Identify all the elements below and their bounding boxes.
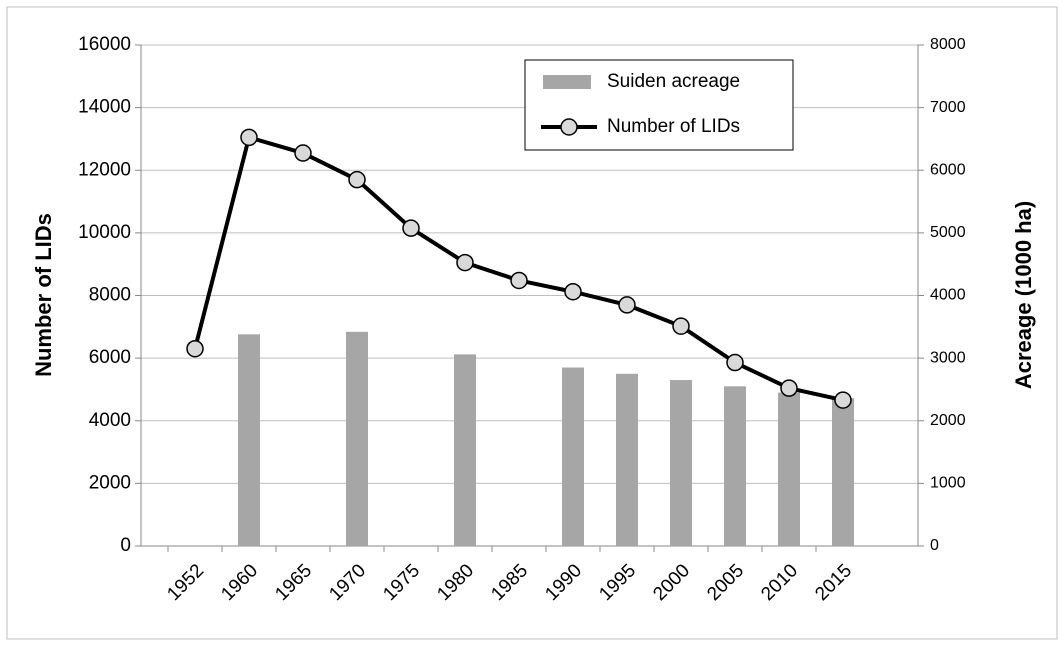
marker xyxy=(834,391,852,409)
marker xyxy=(456,253,474,272)
y-tick-label: 12000 xyxy=(78,159,131,180)
bar xyxy=(778,392,800,546)
marker xyxy=(402,219,420,237)
y-tick-label: 16000 xyxy=(78,34,131,55)
y2-tick-label: 4000 xyxy=(930,287,966,304)
y2-tick-label: 5000 xyxy=(930,224,966,241)
y-tick-label: 0 xyxy=(120,535,131,556)
y-tick-label: 6000 xyxy=(89,347,131,368)
y-tick-label: 10000 xyxy=(78,222,131,243)
marker xyxy=(618,296,636,314)
y-tick-label: 8000 xyxy=(89,285,131,306)
marker xyxy=(780,379,798,397)
bar xyxy=(616,373,638,546)
marker xyxy=(564,282,582,301)
y2-tick-label: 7000 xyxy=(930,99,966,116)
legend-label: Number of LIDs xyxy=(607,116,740,137)
marker xyxy=(348,170,366,189)
legend-marker xyxy=(560,118,578,136)
marker xyxy=(726,353,744,372)
marker xyxy=(510,271,528,290)
marker xyxy=(672,317,690,335)
y2-tick-label: 0 xyxy=(930,537,939,554)
y2-tick-label: 1000 xyxy=(930,475,966,492)
bar xyxy=(832,398,854,546)
bar xyxy=(238,334,260,546)
marker xyxy=(294,144,312,162)
bar xyxy=(670,380,692,546)
y-tick-label: 2000 xyxy=(89,472,131,493)
legend-swatch xyxy=(543,75,591,89)
bar xyxy=(724,386,746,546)
marker xyxy=(240,128,258,147)
y2-tick-label: 8000 xyxy=(930,36,966,53)
y2-axis-label: Acreage (1000 ha) xyxy=(1011,201,1036,389)
y-axis-label: Number of LIDs xyxy=(31,213,56,377)
marker xyxy=(186,339,204,358)
bar xyxy=(562,367,584,546)
y2-tick-label: 6000 xyxy=(930,161,966,178)
y-tick-label: 4000 xyxy=(89,410,131,431)
bar xyxy=(454,354,476,546)
bar xyxy=(346,331,368,546)
legend-label: Suiden acreage xyxy=(607,71,740,92)
y2-tick-label: 3000 xyxy=(930,349,966,366)
y2-tick-label: 2000 xyxy=(930,412,966,429)
y-tick-label: 14000 xyxy=(78,97,131,118)
